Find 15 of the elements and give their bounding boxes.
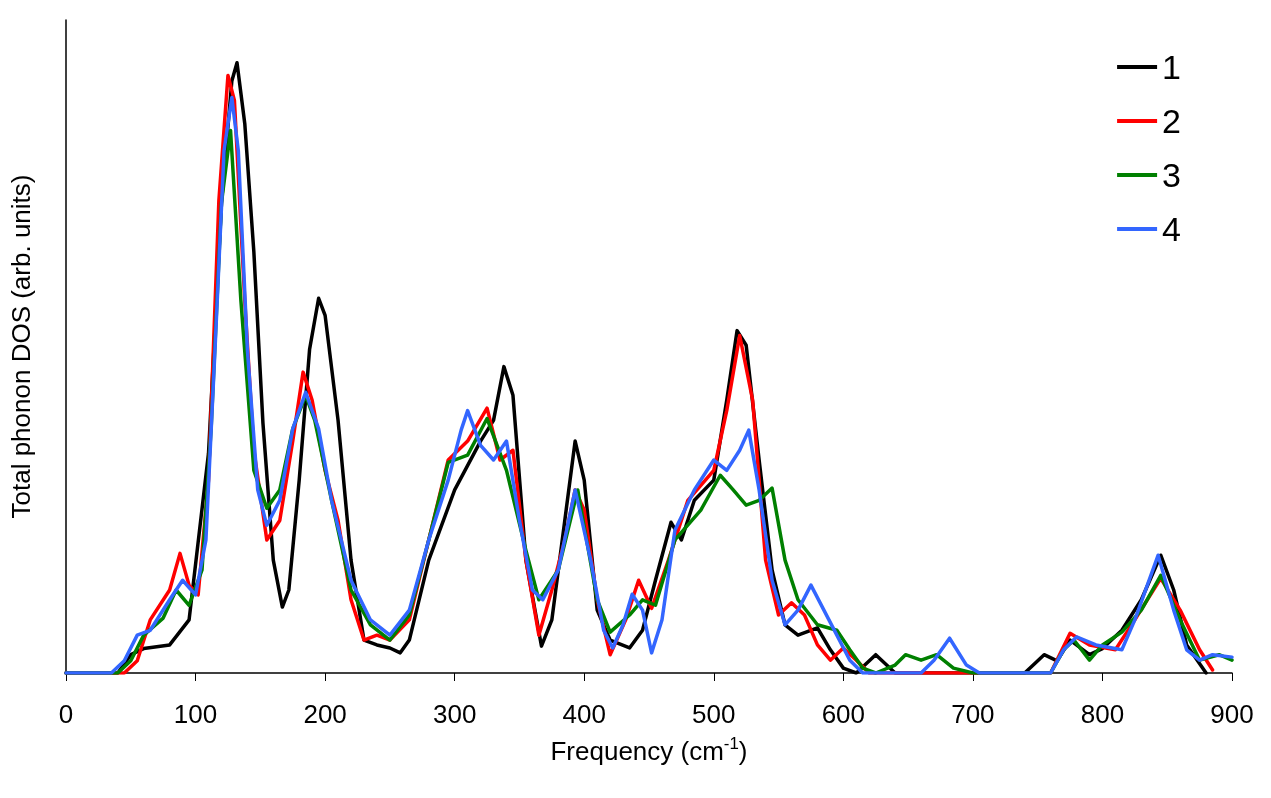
legend-label: 4 xyxy=(1162,210,1182,248)
x-tick-label: 500 xyxy=(692,699,736,729)
x-tick-label: 700 xyxy=(951,699,995,729)
x-tick-label: 800 xyxy=(1080,699,1125,729)
x-tick-label: 0 xyxy=(58,699,74,729)
legend-label: 2 xyxy=(1162,102,1182,140)
x-tick-label: 900 xyxy=(1210,699,1254,729)
legend-label: 1 xyxy=(1162,48,1182,86)
y-axis-title: Total phonon DOS (arb. units) xyxy=(6,174,36,519)
x-tick-label: 400 xyxy=(562,699,606,729)
x-tick-label: 300 xyxy=(432,699,477,729)
x-tick-label: 200 xyxy=(303,699,347,729)
x-tick-label: 600 xyxy=(821,699,866,729)
x-tick-label: 100 xyxy=(173,699,218,729)
legend-label: 3 xyxy=(1162,156,1182,194)
